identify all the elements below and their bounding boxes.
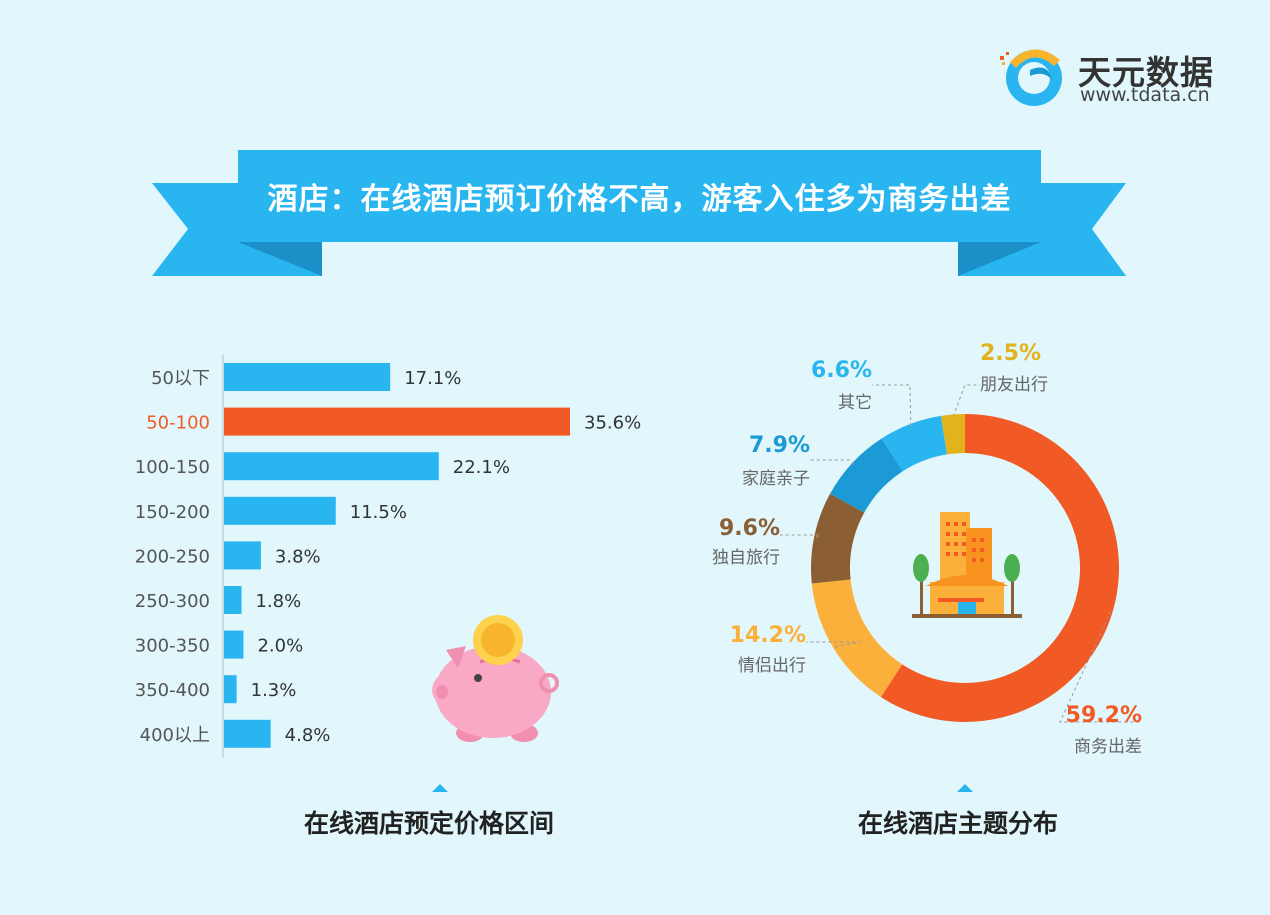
ribbon-left-fold (238, 242, 322, 276)
brand-name: 天元数据 (1078, 53, 1214, 92)
bar-value-label: 4.8% (285, 725, 331, 746)
bar-category-label: 50-100 (146, 413, 210, 434)
donut-leader-line (1059, 611, 1142, 723)
bar-4 (224, 541, 261, 570)
bar-category-label: 350-400 (135, 680, 210, 701)
donut-leader-line (952, 384, 980, 417)
bar-category-label: 200-250 (135, 546, 210, 567)
bar-2 (224, 452, 439, 481)
donut-slice-3 (830, 438, 903, 513)
donut-slice-label: 独自旅行 (712, 548, 780, 568)
tdata-logo-icon (1000, 49, 1062, 106)
donut-leader-line (872, 384, 912, 426)
donut-value-label: 9.6% (719, 516, 780, 541)
donut-leader-line (780, 534, 822, 539)
bar-value-label: 1.8% (255, 591, 301, 612)
bar-chart-title: 在线酒店预定价格区间 (304, 809, 555, 838)
banner-title: 酒店：在线酒店预订价格不高，游客入住多为商务出差 (267, 182, 1012, 217)
donut-value-label: 6.6% (811, 358, 872, 383)
ribbon-main (238, 150, 1041, 242)
bar-0 (224, 363, 391, 391)
donut-slice-label: 家庭亲子 (742, 469, 810, 489)
donut-leader-line (810, 459, 855, 465)
brand-logo: 天元数据 www.tdata.cn (996, 40, 1236, 110)
bar-caption-marker (432, 784, 448, 792)
title-ribbon (152, 150, 1126, 276)
bar-value-label: 17.1% (404, 368, 461, 389)
bar-category-label: 50以下 (151, 368, 210, 389)
bar-1 (224, 407, 570, 436)
donut-slice-4 (881, 415, 948, 472)
bar-value-label: 11.5% (350, 502, 407, 523)
brand-url: www.tdata.cn (1080, 84, 1210, 106)
bar-value-label: 22.1% (453, 457, 510, 478)
bar-value-label: 35.6% (584, 413, 641, 434)
hotel-building-icon (912, 512, 1022, 618)
donut-value-label: 59.2% (1066, 703, 1142, 728)
donut-slice-0 (880, 414, 1120, 722)
donut-caption-marker (957, 784, 973, 792)
bar-7 (224, 675, 237, 704)
donut-slice-2 (810, 493, 865, 584)
bar-5 (224, 586, 242, 614)
donut-slice-5 (940, 414, 965, 455)
bar-6 (224, 630, 244, 659)
bar-category-label: 400以上 (140, 725, 210, 746)
donut-slice-1 (811, 579, 903, 697)
bar-category-label: 250-300 (135, 591, 210, 612)
bar-category-label: 100-150 (135, 457, 210, 478)
ribbon-right-fold (958, 242, 1041, 276)
donut-value-label: 14.2% (730, 623, 806, 648)
donut-value-label: 7.9% (749, 433, 810, 458)
bar-3 (224, 496, 336, 525)
bar-value-label: 1.3% (251, 680, 297, 701)
bar-category-label: 300-350 (135, 636, 210, 657)
bar-category-label: 150-200 (135, 502, 210, 523)
donut-value-label: 2.5% (980, 341, 1041, 366)
donut-slice-label: 情侣出行 (738, 656, 806, 676)
bar-value-label: 2.0% (257, 636, 303, 657)
donut-leader-line (806, 641, 861, 648)
piggy-bank-icon (432, 615, 559, 742)
bar-value-label: 3.8% (275, 546, 321, 567)
bar-8 (224, 719, 271, 748)
donut-slice-label: 朋友出行 (980, 375, 1048, 395)
donut-slice-label: 商务出差 (1074, 737, 1142, 757)
donut-chart-title: 在线酒店主题分布 (858, 809, 1059, 838)
donut-slice-label: 其它 (838, 393, 872, 413)
